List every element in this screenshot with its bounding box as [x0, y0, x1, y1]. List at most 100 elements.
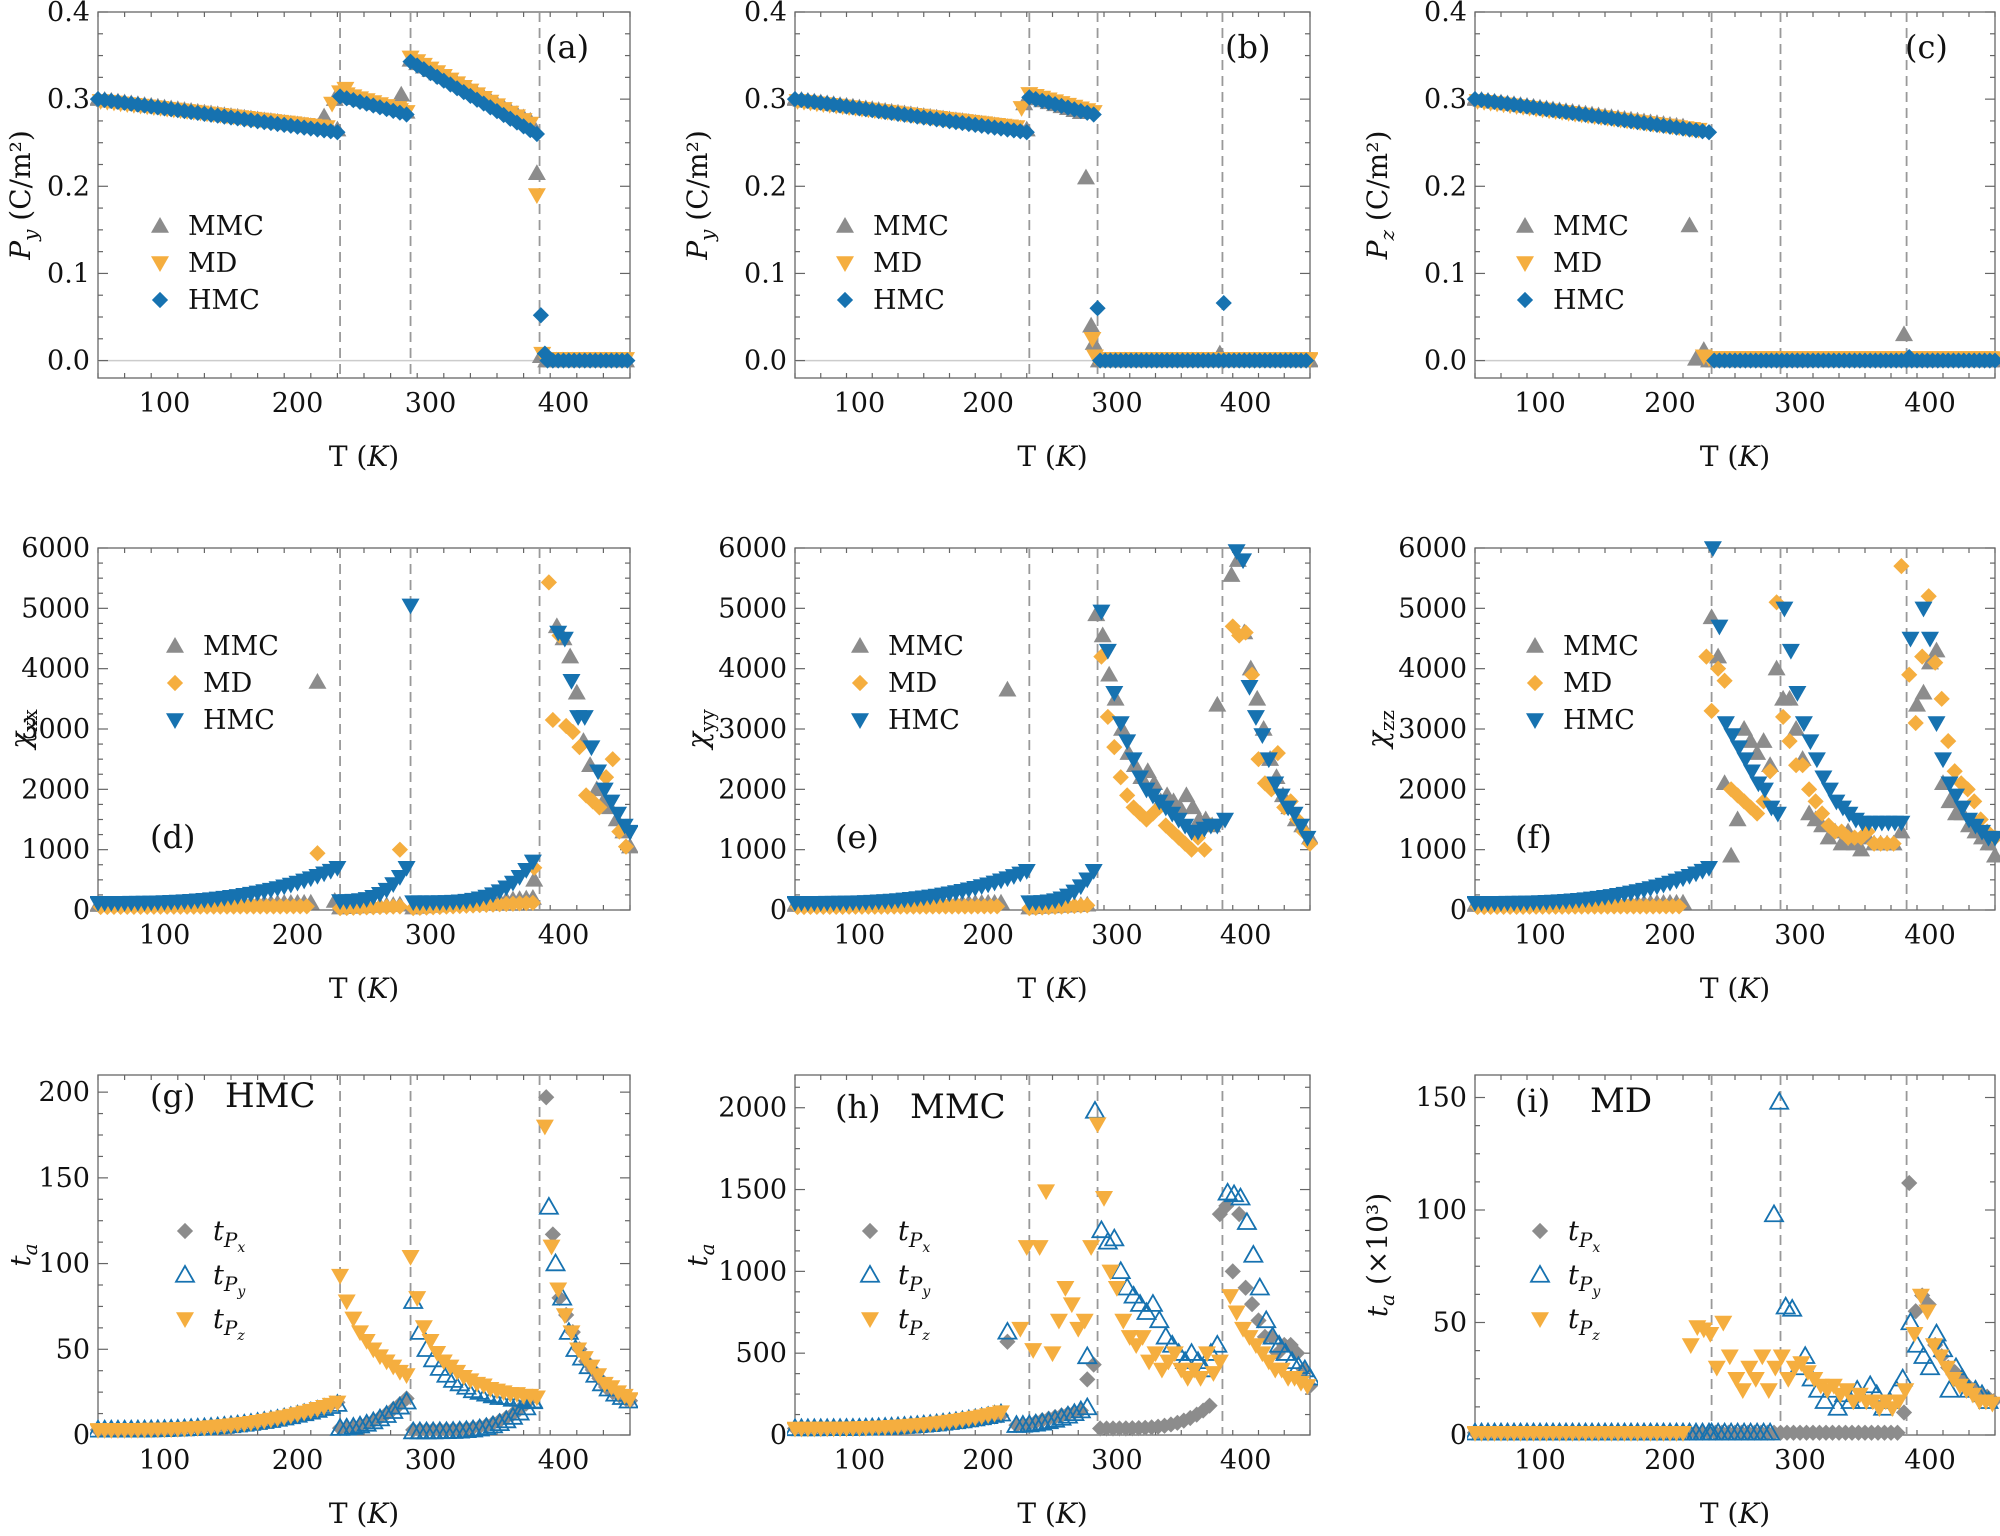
data-point — [619, 352, 636, 369]
y-tick-label: 50 — [56, 1334, 90, 1365]
data-layer — [1467, 1091, 2000, 1442]
legend-label: tPy — [1568, 1260, 1601, 1300]
data-point — [544, 711, 561, 729]
x-tick-label: 200 — [962, 920, 1014, 951]
data-point — [1050, 1407, 1073, 1426]
data-point — [1824, 1378, 1843, 1395]
plot-frame — [97, 11, 631, 379]
legend-marker — [861, 1222, 879, 1240]
data-point — [1914, 648, 1931, 665]
data-point — [1859, 1374, 1881, 1394]
data-point — [356, 1413, 378, 1432]
panel-c: 100 200 300 400 0.0 0.1 0.2 0.3 0.4 T (K) Pz (C/m²… — [1361, 0, 2000, 473]
data-point — [611, 823, 628, 840]
data-point — [575, 1351, 594, 1367]
data-point — [1285, 806, 1304, 823]
data-point — [1716, 716, 1735, 732]
data-point — [509, 1401, 531, 1421]
data-point — [1780, 689, 1799, 706]
data-point — [561, 647, 580, 664]
data-point — [1107, 1280, 1126, 1297]
x-tick-label: 300 — [1774, 1445, 1826, 1476]
data-point — [540, 574, 557, 591]
data-point — [409, 57, 426, 74]
data-point — [1700, 861, 1718, 877]
y-tick-label: 0.4 — [1424, 0, 1467, 28]
data-point — [1017, 1240, 1036, 1256]
data-point — [495, 106, 512, 124]
panel-title: HMC — [225, 1076, 315, 1116]
data-point — [1298, 352, 1315, 369]
data-point — [1085, 1356, 1102, 1373]
data-point — [1097, 1231, 1119, 1250]
data-point — [1298, 1379, 1317, 1395]
data-point — [1906, 1334, 1928, 1353]
x-tick-label: 200 — [272, 388, 324, 419]
data-point — [515, 118, 532, 135]
data-point — [1123, 1285, 1145, 1304]
y-tick-label: 5000 — [718, 593, 787, 624]
legend-label: HMC — [888, 705, 960, 736]
x-tick-label: 100 — [834, 920, 886, 951]
data-point — [1204, 1366, 1223, 1382]
data-point — [1927, 654, 1944, 671]
legend-label: MMC — [1563, 631, 1639, 662]
data-point — [338, 90, 355, 107]
panel-label: (e) — [835, 818, 879, 856]
panel-label: (g) — [150, 1077, 195, 1115]
y-tick-label: 6000 — [21, 533, 90, 564]
data-point — [1206, 1334, 1228, 1353]
data-point — [1896, 1383, 1915, 1399]
y-tick-label: 0.1 — [744, 258, 787, 289]
data-point — [1240, 1330, 1259, 1346]
x-tick-label: 200 — [962, 1445, 1014, 1476]
data-point — [1889, 1424, 1906, 1441]
y-tick-label: 0 — [770, 895, 787, 926]
data-point — [517, 862, 536, 879]
data-point — [1714, 1315, 1733, 1332]
y-tick-label: 0.1 — [47, 258, 90, 289]
data-point — [1191, 1370, 1210, 1387]
data-point — [1124, 752, 1143, 769]
y-tick-label: 0.3 — [1424, 84, 1467, 115]
legend-label: MD — [873, 248, 922, 279]
axis-label: T (K) — [329, 440, 399, 473]
data-point — [1118, 734, 1137, 751]
legend: MMC MD HMC — [851, 631, 964, 736]
data-point — [351, 1325, 370, 1342]
data-point — [589, 764, 608, 781]
data-point — [1084, 1100, 1106, 1119]
legend-label: tPx — [213, 1216, 245, 1256]
data-point — [1083, 332, 1102, 348]
data-point — [591, 799, 608, 816]
data-point — [482, 99, 499, 116]
legend-label: MMC — [203, 631, 279, 662]
x-tick-label: 300 — [1774, 388, 1826, 419]
data-point — [1224, 1263, 1241, 1280]
axis-label: T (K) — [1017, 972, 1087, 1005]
data-point — [1291, 818, 1310, 835]
data-point — [1919, 1356, 1941, 1376]
data-point — [1759, 1383, 1778, 1399]
data-point — [1234, 1321, 1253, 1338]
data-point — [1112, 769, 1129, 786]
data-point — [1749, 805, 1766, 822]
data-point — [1180, 1342, 1203, 1361]
data-point — [1044, 1409, 1066, 1428]
y-tick-label: 1000 — [718, 835, 787, 866]
data-point — [1895, 325, 1913, 342]
data-point — [1043, 1346, 1062, 1363]
data-point — [558, 717, 575, 735]
data-point — [1901, 631, 1920, 648]
legend-marker — [851, 674, 869, 692]
data-point — [1075, 1313, 1094, 1330]
panel-label: (f) — [1515, 818, 1552, 856]
data-point — [1912, 1345, 1935, 1364]
data-point — [1681, 1338, 1700, 1354]
data-layer — [90, 50, 636, 369]
series-tPy — [787, 1100, 1318, 1437]
data-point — [428, 1345, 447, 1362]
data-point — [1986, 846, 2000, 863]
data-point — [468, 91, 486, 108]
axis-label: T (K) — [1700, 1497, 1770, 1530]
